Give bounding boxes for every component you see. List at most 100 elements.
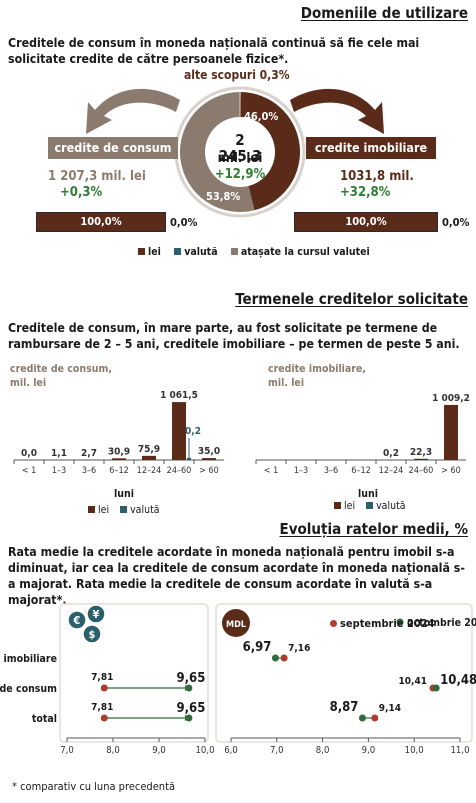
bar-tick-label: < 1 — [264, 466, 279, 476]
consum-terms-legend: lei valută — [88, 504, 160, 516]
usage-donut-chart — [86, 86, 384, 218]
bar-lei — [444, 404, 458, 460]
bar-tick-label: 1–3 — [294, 466, 308, 476]
rate-dot-oct — [185, 714, 193, 722]
rate-tick-label: 8,0 — [106, 745, 120, 756]
rate-dot-oct — [358, 714, 366, 722]
consum-legend-lei: lei — [98, 504, 110, 516]
rate-tick-label: 10,0 — [195, 745, 214, 756]
imobiliar-lei-bar: 100,0% — [294, 212, 438, 232]
bar-chart-title-1: credite de consum, — [10, 363, 112, 375]
bar-lei — [172, 402, 186, 460]
bar-value-label: 0,0 — [21, 448, 37, 459]
rate-label-oct: 9,65 — [176, 671, 205, 686]
bar-tick-label: 12–24 — [137, 466, 162, 476]
bar-value-label: 0,2 — [383, 448, 399, 459]
rate-label-oct: 8,87 — [330, 700, 359, 715]
bar-tick-label: 24–60 — [167, 466, 192, 476]
rate-label-oct: 10,48 — [440, 673, 476, 688]
mdl-badge — [222, 609, 250, 637]
legend-lei: lei — [148, 246, 161, 258]
rate-label-oct: 6,97 — [243, 640, 272, 655]
rate-dot-sep — [280, 654, 288, 662]
legend-atasate: atașate la cursul valutei — [240, 246, 370, 258]
rate-tick-label: 11,0 — [450, 745, 469, 756]
section1-legend: lei valută atașate la cursul valutei — [138, 246, 370, 258]
rate-tick-label: 9,0 — [152, 745, 166, 756]
consum-axis-label: luni — [114, 488, 134, 500]
bar-tick-label: 1–3 — [52, 466, 66, 476]
bar-value-label: 22,3 — [410, 447, 432, 458]
consum-legend-valuta-swatch — [120, 506, 128, 513]
footnote: * comparativ cu luna precedentă — [12, 780, 176, 793]
consum-legend-valuta: valută — [130, 504, 160, 516]
legend-oct-dot — [396, 618, 404, 626]
bar-value-label: 35,0 — [198, 446, 220, 457]
rate-dot-sep — [100, 684, 108, 692]
bar-tick-label: 24–60 — [409, 466, 434, 476]
imobiliar-pill: credite imobiliare — [306, 137, 436, 159]
share-imobiliar: 46,0% — [244, 110, 279, 123]
rate-tick-label: 6,0 — [224, 745, 238, 756]
rate-row-label: total — [32, 713, 57, 725]
consum-change: +0,3% — [60, 185, 103, 200]
bar-chart-title-2: mil. lei — [268, 377, 304, 389]
rate-tick-label: 10,0 — [405, 745, 424, 756]
bar-tick-label: < 1 — [22, 466, 37, 476]
rate-tick-label: 7,0 — [60, 745, 74, 756]
legend-valuta: valută — [184, 246, 218, 258]
rates-chart: € ¥ $ MDL octombrie 2024 imobiliare de consum t… — [0, 603, 476, 756]
legend-valuta-swatch — [174, 248, 182, 255]
imobiliar-valuta-pct: 0,0% — [442, 216, 470, 229]
rate-label-sep: 7,81 — [91, 702, 113, 713]
legend-oct: octombrie 2024 — [407, 617, 476, 629]
bar-lei — [202, 458, 216, 460]
arrow-right-icon — [290, 88, 384, 134]
bar-valuta-label: 0,2 — [185, 426, 201, 437]
currency-symbol: $ — [89, 628, 96, 641]
rate-dot-sep — [371, 714, 379, 722]
rate-dot-oct — [185, 684, 193, 692]
section3-intro: Rata medie la creditele acordate în mone… — [8, 545, 465, 607]
bar-chart-title-1: credite imobiliare, — [268, 363, 366, 375]
legend-lei-swatch — [138, 248, 145, 255]
imobiliar-axis-label: luni — [358, 488, 378, 500]
currency-coin-icon — [82, 624, 102, 644]
currency-symbol: € — [73, 614, 81, 627]
section1-title: Domeniile de utilizare — [300, 4, 468, 22]
total-change: +12,9% — [214, 167, 266, 182]
legend-sep: septembrie 2024 — [340, 617, 435, 630]
imobiliar-terms-chart: credite imobiliare, mil. lei < 1 1–3 3–6 6–12… — [255, 363, 470, 476]
share-consum: 53,8% — [206, 190, 241, 203]
bar-tick-label: 6–12 — [351, 466, 371, 476]
imobiliar-legend-valuta: valută — [376, 500, 406, 512]
bar-tick-label: 12–24 — [379, 466, 404, 476]
other-purposes-label: alte scopuri 0,3% — [184, 68, 290, 82]
consum-valuta-pct: 0,0% — [170, 216, 198, 229]
section2-title: Termenele creditelor solicitate — [235, 290, 468, 308]
total-unit: mil. lei — [217, 151, 263, 166]
consum-value: 1 207,3 mil. lei — [48, 169, 146, 184]
bar-value-label: 1 061,5 — [160, 390, 198, 401]
rates-panel-right — [215, 603, 473, 743]
rate-tick-label: 8,0 — [316, 745, 330, 756]
imobiliar-terms-legend: lei valută — [334, 500, 406, 512]
imobiliar-legend-valuta-swatch — [366, 502, 374, 509]
bar-value-label: 30,9 — [108, 446, 130, 457]
rates-legend: septembrie 2024 — [330, 617, 435, 630]
currency-coin-icon — [86, 604, 106, 624]
section1-intro: Creditele de consum în moneda națională … — [8, 36, 420, 66]
imobiliar-legend-lei: lei — [344, 500, 356, 512]
rate-label-sep: 7,16 — [288, 643, 310, 654]
consum-pill: credite de consum — [48, 137, 178, 159]
bar-value-label: 75,9 — [138, 444, 160, 455]
bar-tick-label: > 60 — [441, 466, 461, 476]
rate-dot-oct — [432, 684, 440, 692]
imobiliar-value: 1031,8 mil. — [340, 169, 414, 184]
consum-terms-chart: credite de consum, mil. lei < 1 0,0 1–3 1,1 3–… — [10, 363, 224, 476]
bar-value-label: 1,1 — [51, 448, 67, 459]
rate-row-label: imobiliare — [4, 653, 57, 665]
bar-tick-label: > 60 — [199, 466, 219, 476]
rate-row-label: de consum — [0, 683, 57, 695]
currency-icons: € ¥ $ — [67, 604, 106, 644]
